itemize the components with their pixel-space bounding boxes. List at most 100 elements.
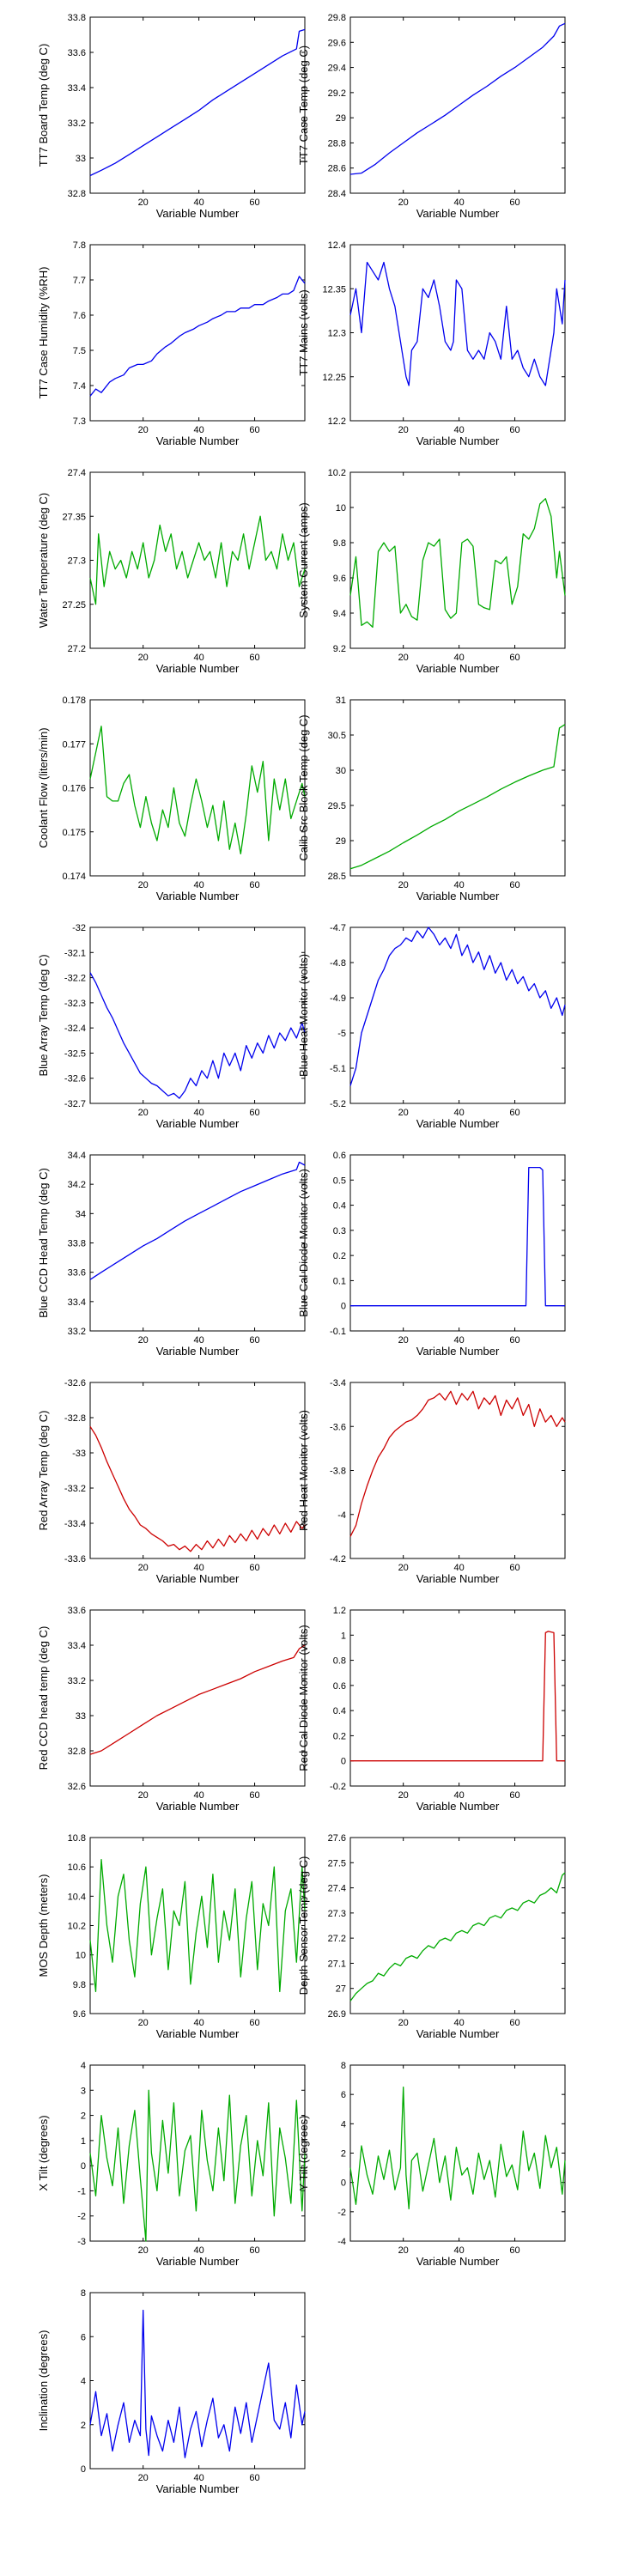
series-line: [89, 972, 306, 1099]
y-tick-label: 8: [341, 2061, 346, 2071]
x-axis-label: Variable Number: [416, 662, 500, 675]
y-tick-label: 2: [341, 2149, 346, 2160]
y-tick-label: -5.2: [330, 1099, 346, 1109]
x-tick-label: 40: [193, 880, 204, 890]
chart-panel-6: 20 40 60 9.2 9.4 9.6 9.8 10 10.2 Variable Number S…: [297, 468, 566, 675]
y-tick-label: 31: [336, 696, 346, 706]
x-tick-label: 20: [398, 1108, 409, 1118]
chart-panel-18: 20 40 60 26.9 27 27.1 27.2 27.3 27.4 27.5 27.6 Vari…: [297, 1833, 566, 2040]
x-axis-label: Variable Number: [416, 1800, 500, 1813]
chart-panel-5: 20 40 60 27.2 27.25 27.3 27.35 27.4 Variable Num…: [37, 468, 306, 675]
x-tick-label: 20: [138, 880, 149, 890]
plot-frame: [89, 244, 306, 422]
series-line: [349, 498, 566, 629]
y-tick-label: 27.5: [328, 1858, 346, 1868]
y-tick-label: 27.2: [68, 644, 86, 654]
y-tick-label: -32.5: [64, 1048, 86, 1059]
chart-panel-10: 20 40 60 -5.2 -5.1 -5 -4.9 -4.8 -4.7 Variable Num…: [297, 923, 566, 1130]
x-tick-label: 60: [249, 653, 259, 663]
y-tick-label: 27: [336, 1984, 346, 1995]
x-tick-label: 20: [138, 425, 149, 435]
series-line: [89, 1161, 306, 1280]
y-axis-label: Blue Cal Diode Monitor (volts): [297, 1169, 310, 1317]
chart-panel-1: 20 40 60 32.8 33 33.2 33.4 33.6 33.8 Variable Num…: [37, 13, 306, 220]
y-tick-label: 33: [76, 154, 86, 164]
y-tick-label: 30: [336, 766, 346, 776]
x-tick-label: 20: [138, 2473, 149, 2483]
y-tick-label: 12.25: [322, 373, 346, 383]
y-tick-label: 33.2: [68, 1676, 86, 1686]
series-line: [350, 1631, 565, 1762]
x-tick-label: 40: [193, 2245, 204, 2256]
x-tick-label: 40: [453, 425, 464, 435]
y-tick-label: 10: [336, 503, 346, 513]
y-tick-label: 0.4: [333, 1706, 346, 1716]
y-tick-label: 29.4: [328, 64, 346, 74]
y-tick-label: 27.1: [328, 1959, 346, 1969]
x-axis-label: Variable Number: [416, 890, 500, 902]
y-tick-label: 0.176: [62, 784, 86, 794]
y-tick-label: 0: [81, 2161, 86, 2172]
y-tick-label: 28.4: [328, 189, 346, 199]
y-axis-label: TT7 Case Humidity (%RH): [37, 267, 50, 399]
y-tick-label: 32.8: [68, 1747, 86, 1757]
y-tick-label: 0: [341, 2178, 346, 2189]
plot-frame: [89, 1609, 306, 1787]
x-tick-label: 40: [453, 2018, 464, 2028]
y-tick-label: 29: [336, 836, 346, 847]
y-tick-label: 4: [341, 2119, 346, 2129]
y-tick-label: -0.1: [330, 1327, 346, 1337]
x-tick-label: 60: [509, 1108, 519, 1118]
y-tick-label: -2: [77, 2212, 86, 2222]
chart-panel-19: 20 40 60 -3 -2 -1 0 1 2 3 4 Variable Number X Tilt (…: [37, 2061, 306, 2268]
series-line: [349, 1390, 566, 1537]
y-tick-label: 32.6: [68, 1782, 86, 1792]
chart-panel-20: 20 40 60 -4 -2 0 2 4 6 8 Variable Number Y Tilt (de…: [297, 2061, 566, 2268]
series-line: [89, 1644, 306, 1755]
x-tick-label: 20: [398, 880, 409, 890]
y-tick-label: -3.4: [330, 1378, 346, 1388]
chart-panel-16: 20 40 60 -0.2 0 0.2 0.4 0.6 0.8 1 1.2 Variable Numb…: [297, 1606, 566, 1813]
y-tick-label: 7.3: [73, 416, 86, 427]
plot-frame: [349, 927, 566, 1104]
y-tick-label: -32.6: [64, 1378, 86, 1388]
x-tick-label: 60: [249, 880, 259, 890]
x-tick-label: 40: [453, 2245, 464, 2256]
x-tick-label: 40: [193, 2473, 204, 2483]
x-tick-label: 60: [509, 1790, 519, 1801]
x-tick-label: 60: [509, 2018, 519, 2028]
x-tick-label: 60: [249, 1790, 259, 1801]
x-tick-label: 40: [193, 1335, 204, 1346]
x-tick-label: 60: [509, 653, 519, 663]
x-tick-label: 60: [249, 197, 259, 208]
y-tick-label: 34: [76, 1209, 86, 1219]
plot-frame: [349, 16, 566, 194]
chart-panel-3: 20 40 60 7.3 7.4 7.5 7.6 7.7 7.8 Variable Number T…: [37, 240, 306, 447]
plot-frame: [349, 471, 566, 649]
series-line: [349, 22, 566, 175]
plot-frame: [349, 244, 566, 422]
y-tick-label: 33.4: [68, 1641, 86, 1651]
x-tick-label: 20: [398, 197, 409, 208]
y-tick-label: 0.8: [333, 1656, 346, 1667]
plot-frame: [89, 16, 306, 194]
chart-panel-12: 20 40 60 -0.1 0 0.1 0.2 0.3 0.4 0.5 0.6 Variable Nu…: [297, 1151, 566, 1358]
series-line: [349, 261, 566, 386]
x-tick-label: 40: [193, 425, 204, 435]
plot-frame: [349, 1609, 566, 1787]
chart-panel-13: 20 40 60 -33.6 -33.4 -33.2 -33 -32.8 -32.6 Variab…: [37, 1378, 306, 1585]
y-tick-label: 7.6: [73, 311, 86, 321]
y-tick-label: -0.2: [330, 1782, 346, 1792]
x-tick-label: 20: [138, 1790, 149, 1801]
x-axis-label: Variable Number: [416, 2255, 500, 2268]
series-line: [89, 515, 306, 605]
y-tick-label: -4: [337, 1510, 346, 1521]
y-tick-label: -1: [77, 2186, 86, 2196]
y-tick-label: 0.5: [333, 1176, 346, 1186]
x-tick-label: 40: [453, 1790, 464, 1801]
y-tick-label: 0.1: [333, 1276, 346, 1286]
series-line: [89, 726, 306, 855]
y-axis-label: X Tilt (degrees): [37, 2115, 50, 2190]
y-axis-label: Red Cal Diode Monitor (volts): [297, 1625, 310, 1771]
